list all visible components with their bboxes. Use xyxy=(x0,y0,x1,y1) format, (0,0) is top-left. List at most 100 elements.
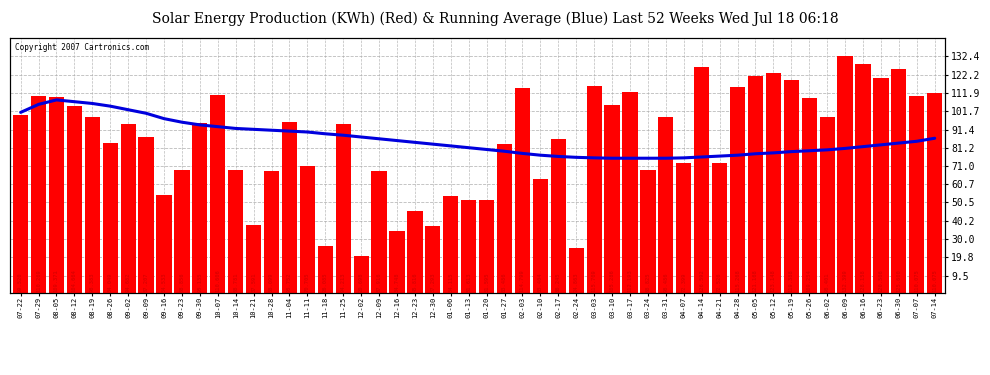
Bar xyxy=(103,142,118,292)
Text: 115.709: 115.709 xyxy=(592,269,597,292)
Bar xyxy=(533,179,548,292)
Bar xyxy=(389,231,405,292)
Bar xyxy=(31,96,47,292)
Bar xyxy=(210,95,226,292)
Text: 51.595: 51.595 xyxy=(484,272,489,292)
Bar xyxy=(66,106,82,292)
Text: 120.506: 120.506 xyxy=(878,269,883,292)
Bar xyxy=(550,139,566,292)
Text: Solar Energy Production (KWh) (Red) & Running Average (Blue) Last 52 Weeks Wed J: Solar Energy Production (KWh) (Red) & Ru… xyxy=(151,11,839,26)
Text: 63.404: 63.404 xyxy=(538,272,543,292)
Bar xyxy=(139,137,153,292)
Text: 67.916: 67.916 xyxy=(376,272,381,292)
Bar xyxy=(641,170,655,292)
Text: 94.682: 94.682 xyxy=(126,272,131,292)
Text: 109.254: 109.254 xyxy=(807,269,812,292)
Bar xyxy=(568,248,584,292)
Text: 110.075: 110.075 xyxy=(915,269,920,292)
Text: 104.664: 104.664 xyxy=(72,269,77,292)
Bar xyxy=(121,124,136,292)
Bar xyxy=(909,96,925,292)
Bar xyxy=(228,170,244,292)
Bar xyxy=(820,117,835,292)
Text: 109.371: 109.371 xyxy=(54,269,59,292)
Bar xyxy=(49,98,64,292)
Text: 72.526: 72.526 xyxy=(717,272,722,292)
Bar xyxy=(838,56,852,292)
Bar xyxy=(891,69,907,292)
Text: 34.748: 34.748 xyxy=(395,272,400,292)
Text: 68.781: 68.781 xyxy=(234,272,239,292)
Text: 126.592: 126.592 xyxy=(699,269,704,292)
Text: 95.752: 95.752 xyxy=(287,272,292,292)
Bar xyxy=(407,211,423,292)
Text: 72.399: 72.399 xyxy=(681,272,686,292)
Bar xyxy=(712,163,728,292)
Bar xyxy=(371,171,387,292)
Text: 105.286: 105.286 xyxy=(610,269,615,292)
Text: 37.293: 37.293 xyxy=(431,272,436,292)
Bar xyxy=(802,98,817,292)
Text: 125.600: 125.600 xyxy=(896,269,901,292)
Bar xyxy=(605,105,620,292)
Bar xyxy=(264,171,279,292)
Text: 99.520: 99.520 xyxy=(18,272,23,292)
Bar xyxy=(318,246,333,292)
Text: 119.388: 119.388 xyxy=(789,269,794,292)
Text: 112.193: 112.193 xyxy=(628,269,633,292)
Text: 45.816: 45.816 xyxy=(413,272,418,292)
Text: 84.049: 84.049 xyxy=(108,272,113,292)
Text: 87.207: 87.207 xyxy=(144,272,148,292)
Bar xyxy=(586,86,602,292)
Bar xyxy=(156,195,171,292)
Text: 70.705: 70.705 xyxy=(305,272,310,292)
Text: 128.158: 128.158 xyxy=(860,269,865,292)
Bar xyxy=(766,73,781,292)
Bar xyxy=(426,226,441,292)
Bar xyxy=(694,67,709,292)
Text: 98.486: 98.486 xyxy=(663,272,668,292)
Bar xyxy=(444,196,458,292)
Text: 132.399: 132.399 xyxy=(842,269,847,292)
Bar xyxy=(855,64,870,292)
Bar xyxy=(85,117,100,292)
Text: 121.168: 121.168 xyxy=(753,269,758,292)
Text: 110.075: 110.075 xyxy=(933,269,938,292)
Bar xyxy=(873,78,889,292)
Bar xyxy=(747,76,763,292)
Text: 54.115: 54.115 xyxy=(448,272,453,292)
Text: 94.213: 94.213 xyxy=(341,272,346,292)
Text: 123.148: 123.148 xyxy=(771,269,776,292)
Text: 98.401: 98.401 xyxy=(825,272,830,292)
Bar xyxy=(623,92,638,292)
Text: 51.613: 51.613 xyxy=(466,272,471,292)
Bar xyxy=(192,123,208,292)
Text: 68.825: 68.825 xyxy=(645,272,650,292)
Text: 24.863: 24.863 xyxy=(574,272,579,292)
Bar xyxy=(336,124,350,292)
Bar xyxy=(353,256,369,292)
Text: 20.698: 20.698 xyxy=(358,272,363,292)
Bar xyxy=(676,164,691,292)
Text: 26.085: 26.085 xyxy=(323,272,328,292)
Bar xyxy=(658,117,673,292)
Text: 83.486: 83.486 xyxy=(502,272,507,292)
Text: 95.135: 95.135 xyxy=(197,272,202,292)
Text: Copyright 2007 Cartronics.com: Copyright 2007 Cartronics.com xyxy=(15,43,148,52)
Bar xyxy=(515,88,530,292)
Bar xyxy=(174,170,189,292)
Text: 110.269: 110.269 xyxy=(36,269,41,292)
Bar xyxy=(300,166,315,292)
Text: 68.099: 68.099 xyxy=(269,272,274,292)
Bar xyxy=(730,87,745,292)
Text: 115.268: 115.268 xyxy=(735,269,741,292)
Text: 86.245: 86.245 xyxy=(555,272,560,292)
Bar xyxy=(247,225,261,292)
Text: 37.591: 37.591 xyxy=(251,272,256,292)
Bar xyxy=(927,93,942,292)
Bar xyxy=(497,144,512,292)
Text: 68.856: 68.856 xyxy=(179,272,184,292)
Bar xyxy=(13,115,29,292)
Text: 114.799: 114.799 xyxy=(520,269,525,292)
Bar xyxy=(461,201,476,292)
